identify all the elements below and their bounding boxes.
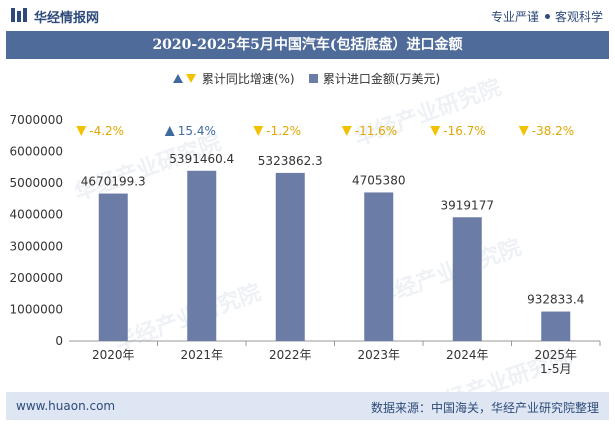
bar <box>98 193 128 341</box>
brand-logo-icon <box>11 8 27 22</box>
y-tick-label: 2000000 <box>10 271 63 285</box>
x-category-label: 1-5月 <box>540 362 572 376</box>
y-tick-label: 1000000 <box>10 302 63 316</box>
legend-item-growth: 累计同比增速(%) <box>172 70 295 87</box>
bar-value-label: 4705380 <box>352 173 405 187</box>
bar <box>187 170 217 341</box>
x-category-label: 2022年 <box>269 348 312 362</box>
y-tick-label: 6000000 <box>10 145 63 159</box>
legend-amount-label: 累计进口金额(万美元) <box>322 72 441 86</box>
bar <box>364 192 394 341</box>
growth-down-marker <box>341 126 352 136</box>
y-tick-label: 3000000 <box>10 239 63 253</box>
y-tick-label: 4000000 <box>10 208 63 222</box>
growth-down-marker <box>76 126 87 136</box>
bar-value-label: 5391460.4 <box>169 152 234 166</box>
chart-title: 2020-2025年5月中国汽车(包括底盘）进口金额 <box>152 37 463 53</box>
y-tick-label: 0 <box>55 334 63 348</box>
bar-value-label: 932833.4 <box>527 293 584 307</box>
growth-value-label: -4.2% <box>89 124 124 138</box>
legend-triangles-icon <box>173 74 196 83</box>
tagline: 专业严谨 客观科学 <box>491 8 603 25</box>
bar <box>541 311 571 341</box>
growth-down-marker <box>430 126 441 136</box>
growth-down-marker <box>253 126 264 136</box>
growth-value-label: -16.7% <box>443 124 485 138</box>
growth-value-label: -38.2% <box>532 124 574 138</box>
bar <box>452 217 482 341</box>
footer-source: 数据来源：中国海关，华经产业研究院整理 <box>370 401 599 415</box>
footer-bar: www.huaon.com 数据来源：中国海关，华经产业研究院整理 <box>6 392 609 420</box>
chart-legend: 累计同比增速(%) 累计进口金额(万美元) <box>0 70 615 88</box>
y-tick-label: 5000000 <box>10 176 63 190</box>
x-category-label: 2025年 <box>534 348 577 362</box>
bar-value-label: 5323862.3 <box>258 154 323 168</box>
top-bar: 华经情报网 专业严谨 客观科学 <box>0 0 615 30</box>
legend-square-icon <box>309 74 318 83</box>
growth-value-label: -11.6% <box>355 124 397 138</box>
x-category-label: 2021年 <box>180 348 223 362</box>
bar-value-label: 4670199.3 <box>81 175 146 189</box>
x-category-label: 2024年 <box>446 348 489 362</box>
separator-dot-icon <box>544 14 550 19</box>
y-tick-label: 7000000 <box>10 113 63 127</box>
growth-value-label: 15.4% <box>178 124 216 138</box>
tagline-left: 专业严谨 <box>490 10 539 24</box>
growth-down-marker <box>518 126 529 136</box>
growth-up-marker <box>164 126 175 136</box>
bar <box>275 172 305 341</box>
x-category-label: 2020年 <box>92 348 135 362</box>
x-category-label: 2023年 <box>357 348 400 362</box>
title-bar: 2020-2025年5月中国汽车(包括底盘）进口金额 <box>6 31 609 59</box>
brand-name: 华经情报网 <box>34 11 100 26</box>
footer-site: www.huaon.com <box>16 399 116 413</box>
growth-value-label: -1.2% <box>266 124 301 138</box>
legend-growth-label: 累计同比增速(%) <box>201 72 295 86</box>
legend-item-amount: 累计进口金额(万美元) <box>309 70 440 87</box>
bar-value-label: 3919177 <box>441 198 494 212</box>
tagline-right: 客观科学 <box>554 10 603 24</box>
